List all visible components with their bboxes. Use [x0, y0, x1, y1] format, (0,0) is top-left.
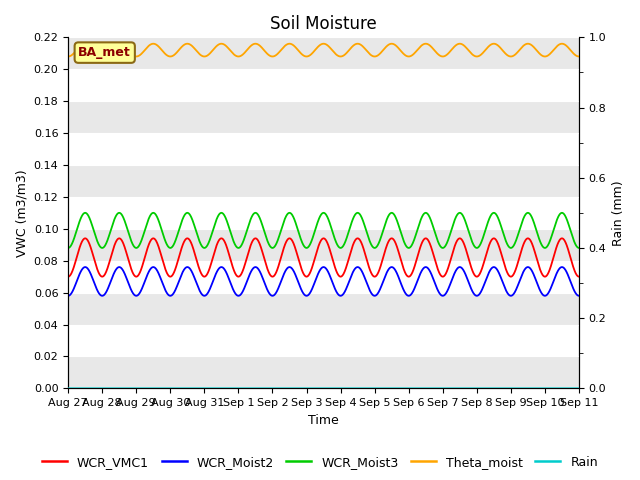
- Title: Soil Moisture: Soil Moisture: [270, 15, 377, 33]
- Y-axis label: VWC (m3/m3): VWC (m3/m3): [15, 169, 28, 257]
- Bar: [68, 324, 579, 357]
- Bar: [68, 261, 579, 293]
- Bar: [68, 197, 579, 229]
- Bar: [68, 69, 579, 101]
- Y-axis label: Rain (mm): Rain (mm): [612, 180, 625, 246]
- Bar: [68, 133, 579, 165]
- Legend: WCR_VMC1, WCR_Moist2, WCR_Moist3, Theta_moist, Rain: WCR_VMC1, WCR_Moist2, WCR_Moist3, Theta_…: [37, 451, 603, 474]
- Text: BA_met: BA_met: [78, 46, 131, 59]
- X-axis label: Time: Time: [308, 414, 339, 427]
